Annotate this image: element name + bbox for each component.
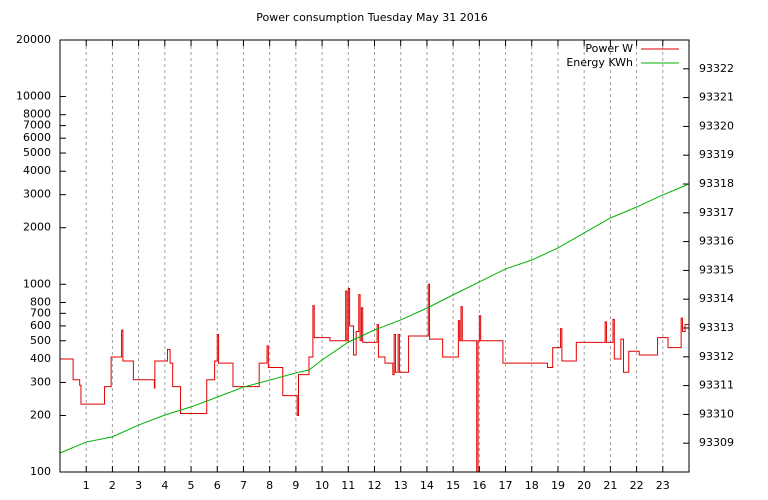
x-tick-label: 12 [368,479,382,492]
plot-border [59,39,690,473]
y-tick-label: 7000 [23,119,51,132]
y2-tick-label: 93314 [699,292,734,305]
x-tick-label: 18 [525,479,539,492]
x-tick-label: 20 [577,479,591,492]
y-tick-label: 1000 [23,277,51,290]
y2-tick-label: 93317 [699,206,734,219]
y2-tick-label: 93310 [699,407,734,420]
y2-tick-label: 93309 [699,436,734,449]
x-tick-label: 16 [472,479,486,492]
x-tick-label: 15 [446,479,460,492]
x-tick-label: 23 [656,479,670,492]
y-tick-label: 3000 [23,188,51,201]
y-tick-label: 6000 [23,131,51,144]
y2-tick-label: 93318 [699,177,734,190]
x-tick-label: 11 [341,479,355,492]
x-tick-label: 21 [603,479,617,492]
x-tick-label: 5 [188,479,195,492]
y-tick-label: 800 [30,295,51,308]
x-tick-label: 13 [394,479,408,492]
y-tick-label: 5000 [23,146,51,159]
y2-tick-label: 93312 [699,350,734,363]
y2-tick-label: 93313 [699,321,734,334]
y-tick-label: 700 [30,306,51,319]
y-tick-label: 20000 [16,33,51,46]
y-tick-label: 400 [30,352,51,365]
chart-title: Power consumption Tuesday May 31 2016 [256,11,487,24]
y2-tick-label: 93316 [699,235,734,248]
y-tick-label: 600 [30,319,51,332]
series-line [60,283,689,473]
x-tick-label: 17 [499,479,513,492]
y2-tick-label: 93315 [699,263,734,276]
y2-tick-label: 93311 [699,379,734,392]
y-tick-label: 500 [30,334,51,347]
y2-tick-label: 93321 [699,91,734,104]
x-tick-label: 3 [135,479,142,492]
x-tick-label: 2 [109,479,116,492]
y-tick-label: 200 [30,408,51,421]
y-tick-label: 2000 [23,221,51,234]
y2-tick-label: 93322 [699,62,734,75]
y2-tick-label: 93319 [699,148,734,161]
legend-label: Energy KWh [566,56,633,69]
x-tick-label: 14 [420,479,434,492]
y-tick-label: 10000 [16,90,51,103]
x-tick-label: 8 [266,479,273,492]
y-tick-label: 300 [30,375,51,388]
x-tick-label: 4 [161,479,168,492]
x-tick-label: 22 [630,479,644,492]
x-tick-label: 9 [292,479,299,492]
x-tick-label: 10 [315,479,329,492]
x-tick-label: 19 [551,479,565,492]
y2-tick-label: 93320 [699,119,734,132]
y-tick-label: 8000 [23,108,51,121]
x-tick-label: 1 [83,479,90,492]
legend-label: Power W [585,42,633,55]
y-tick-label: 4000 [23,164,51,177]
y-tick-label: 100 [30,465,51,478]
x-tick-label: 7 [240,479,247,492]
x-tick-label: 6 [214,479,221,492]
series-line [59,183,690,454]
